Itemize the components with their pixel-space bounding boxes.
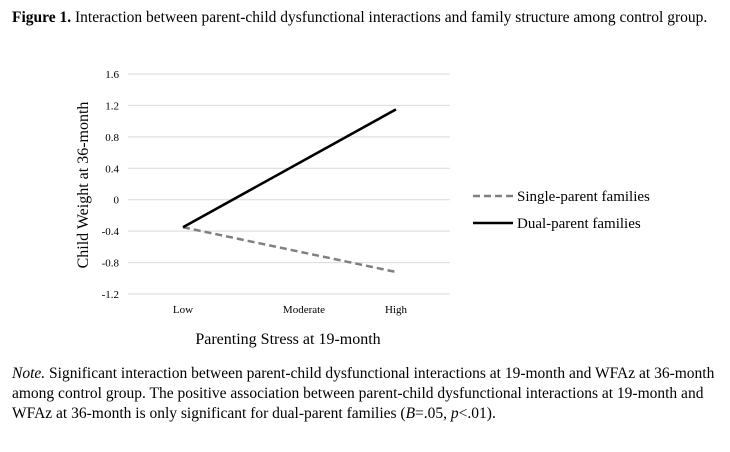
- note-p-label: p: [450, 405, 459, 422]
- series-lines: [182, 108, 397, 274]
- legend-label: Single-parent families: [517, 189, 650, 205]
- y-tick-label: -0.8: [102, 258, 120, 270]
- figure-note: Note. Significant interaction between pa…: [12, 364, 724, 424]
- y-axis-title: Child Weight at 36-month: [75, 102, 92, 269]
- legend: Single-parent families Dual-parent famili…: [473, 189, 650, 232]
- legend-label: Dual-parent families: [517, 216, 641, 232]
- x-tick-labels: Low Moderate High: [173, 304, 408, 316]
- note-b-label: B: [405, 405, 416, 422]
- figure-caption-text: Interaction between parent-child dysfunc…: [71, 9, 708, 26]
- x-tick-label: Moderate: [283, 304, 325, 316]
- x-tick-label: Low: [173, 304, 193, 316]
- series-line-single-parent-families: [182, 225, 397, 274]
- line-chart: 1.6 1.2 0.8 0.4 0 -0.4 -0.8 -1.2 Low Moderate Hig…: [75, 69, 650, 348]
- x-tick-label: High: [385, 304, 408, 316]
- figure-caption: Figure 1. Interaction between parent-chi…: [12, 8, 724, 27]
- figure-label: Figure 1.: [12, 9, 72, 26]
- y-tick-label: 1.2: [105, 100, 119, 112]
- y-tick-label: -1.2: [102, 289, 119, 301]
- y-tick-labels: 1.6 1.2 0.8 0.4 0 -0.4 -0.8 -1.2: [102, 69, 120, 301]
- note-text-3: <.01).: [458, 405, 496, 422]
- y-tick-label: -0.4: [102, 226, 120, 238]
- y-tick-label: 0: [114, 195, 120, 207]
- x-axis-title: Parenting Stress at 19-month: [195, 331, 380, 348]
- note-label: Note.: [12, 365, 46, 382]
- series-line-dual-parent-families: [182, 108, 397, 229]
- y-tick-label: 0.4: [105, 163, 119, 175]
- y-tick-label: 0.8: [105, 132, 119, 144]
- note-text-2: =.05,: [415, 405, 451, 422]
- y-tick-label: 1.6: [105, 69, 119, 81]
- note-text-1: Significant interaction between parent-c…: [12, 365, 715, 422]
- gridlines: [128, 73, 450, 295]
